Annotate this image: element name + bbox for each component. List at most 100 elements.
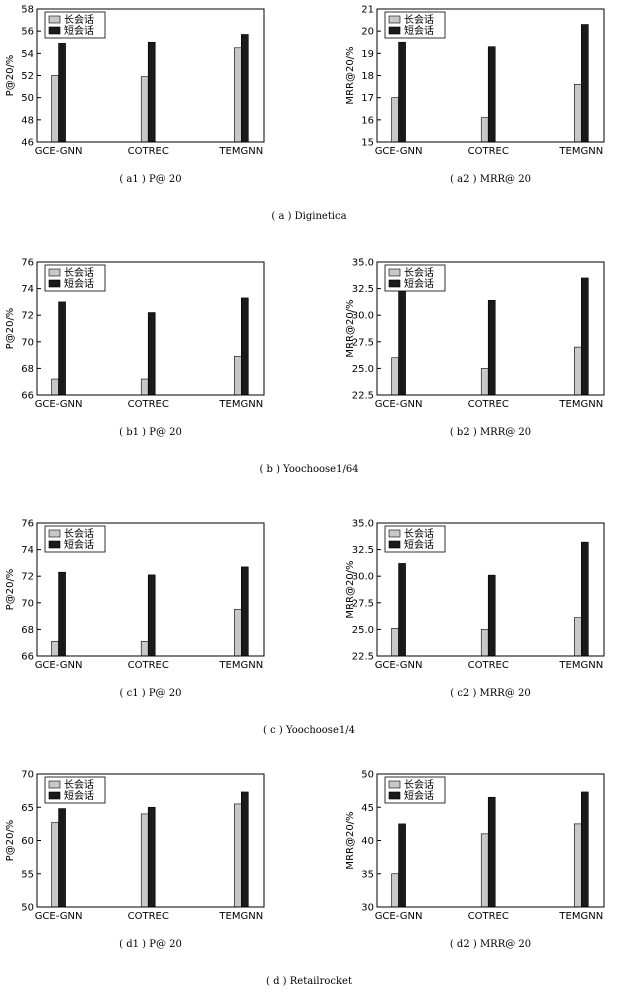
category-label: COTREC <box>128 911 169 922</box>
legend-label: 短会话 <box>64 538 94 551</box>
y-tick-label: 72 <box>21 311 34 322</box>
category-label: COTREC <box>468 399 509 410</box>
legend-swatch-short <box>48 279 61 288</box>
y-tick-label: 22.5 <box>352 391 374 402</box>
y-tick-label: 30.0 <box>352 572 374 583</box>
plot-frame <box>36 522 265 657</box>
chart-caption: ( b1 ) P@ 20 <box>119 427 182 438</box>
bar-long-2 <box>234 609 242 657</box>
bar-short-0 <box>58 43 66 143</box>
bar-short-2 <box>241 34 249 143</box>
category-label: TEMGNN <box>218 660 263 671</box>
bar-short-1 <box>147 41 156 143</box>
bar-short-0 <box>398 41 406 143</box>
category-label: TEMGNN <box>218 911 263 922</box>
y-tick-label: 27.5 <box>352 598 374 609</box>
bar-long-1 <box>140 813 149 908</box>
legend-label: 短会话 <box>64 24 94 37</box>
bar-long-0 <box>51 75 59 143</box>
bar-short-0 <box>58 301 66 396</box>
bar-short-1 <box>147 312 156 396</box>
y-tick-label: 35.0 <box>352 519 374 530</box>
y-tick-label: 74 <box>21 545 34 556</box>
y-tick-label: 20 <box>361 27 374 38</box>
category-label: COTREC <box>128 146 169 157</box>
y-axis-label: P@20/% <box>5 820 16 862</box>
category-label: COTREC <box>468 911 509 922</box>
bar-short-1 <box>147 806 156 908</box>
y-tick-label: 19 <box>361 49 374 60</box>
bar-short-0 <box>398 284 406 396</box>
bar-long-0 <box>391 357 399 396</box>
y-tick-label: 70 <box>21 770 34 781</box>
bar-long-0 <box>51 641 59 657</box>
legend-label: 长会话 <box>404 13 434 26</box>
chart-3-1: GCE-GNN COTREC TEMGNN 30 35 40 45 50 MRR@20/% 长会话… <box>345 770 605 950</box>
y-axis-label: P@20/% <box>5 569 16 611</box>
bar-long-2 <box>234 47 242 143</box>
chart-caption: ( d1 ) P@ 20 <box>119 939 182 950</box>
chart-2-1: GCE-GNN COTREC TEMGNN 22.5 25.0 27.5 30.0 32.5 3… <box>345 519 605 699</box>
y-axis-label: P@20/% <box>5 55 16 97</box>
y-tick-label: 72 <box>21 572 34 583</box>
bar-short-2 <box>580 277 589 396</box>
category-label: TEMGNN <box>558 911 603 922</box>
category-label: COTREC <box>128 660 169 671</box>
bar-long-0 <box>391 873 399 908</box>
legend-label: 短会话 <box>404 538 434 551</box>
bar-long-0 <box>391 97 399 143</box>
bar-long-2 <box>573 823 582 908</box>
bar-long-0 <box>51 822 59 908</box>
y-axis-label: MRR@20/% <box>345 811 356 869</box>
legend-swatch-long <box>388 268 401 277</box>
y-axis-label: MRR@20/% <box>345 46 356 104</box>
bar-long-1 <box>480 368 489 396</box>
y-tick-label: 25.0 <box>352 625 374 636</box>
category-label: COTREC <box>468 146 509 157</box>
category-label: COTREC <box>468 660 509 671</box>
y-tick-label: 52 <box>21 71 34 82</box>
y-axis-label: MRR@20/% <box>345 560 356 618</box>
chart-1-0: GCE-GNN COTREC TEMGNN 66 68 70 72 74 76 P@20/% 长会话… <box>5 258 265 438</box>
y-tick-label: 17 <box>361 93 374 104</box>
chart-0-0: GCE-GNN COTREC TEMGNN 46 48 50 52 54 56 58 P@20/% 长… <box>5 5 265 185</box>
y-tick-label: 35.0 <box>352 258 374 269</box>
bar-short-2 <box>580 791 589 908</box>
category-label: TEMGNN <box>558 660 603 671</box>
bar-long-2 <box>573 617 582 657</box>
y-tick-label: 66 <box>21 652 34 663</box>
bar-long-1 <box>480 629 489 657</box>
bar-long-2 <box>234 356 242 396</box>
chart-2-0: GCE-GNN COTREC TEMGNN 66 68 70 72 74 76 P@20/% 长会话… <box>5 519 265 699</box>
y-tick-label: 68 <box>21 364 34 375</box>
legend-swatch-short <box>388 279 401 288</box>
category-label: GCE-GNN <box>375 146 423 157</box>
legend-label: 短会话 <box>404 789 434 802</box>
y-tick-label: 18 <box>361 71 374 82</box>
legend-swatch-long <box>388 780 401 789</box>
legend-label: 短会话 <box>404 24 434 37</box>
y-tick-label: 65 <box>21 803 34 814</box>
legend-label: 长会话 <box>64 778 94 791</box>
bar-long-1 <box>140 641 149 657</box>
category-label: GCE-GNN <box>375 399 423 410</box>
bar-short-2 <box>241 791 249 908</box>
category-label: GCE-GNN <box>35 399 83 410</box>
legend-swatch-long <box>48 15 61 24</box>
legend-label: 长会话 <box>64 13 94 26</box>
y-tick-label: 76 <box>21 519 34 530</box>
category-label: TEMGNN <box>558 399 603 410</box>
legend-label: 长会话 <box>404 527 434 540</box>
y-tick-label: 54 <box>21 49 34 60</box>
y-tick-label: 58 <box>21 5 34 16</box>
category-label: GCE-GNN <box>35 146 83 157</box>
bar-short-0 <box>398 823 406 908</box>
dataset-caption: ( b ) Yoochoose1/64 <box>259 464 358 475</box>
y-tick-label: 30.0 <box>352 311 374 322</box>
y-tick-label: 25.0 <box>352 364 374 375</box>
chart-caption: ( a2 ) MRR@ 20 <box>450 174 531 185</box>
y-tick-label: 68 <box>21 625 34 636</box>
y-tick-label: 55 <box>21 869 34 880</box>
bar-long-2 <box>573 84 582 143</box>
